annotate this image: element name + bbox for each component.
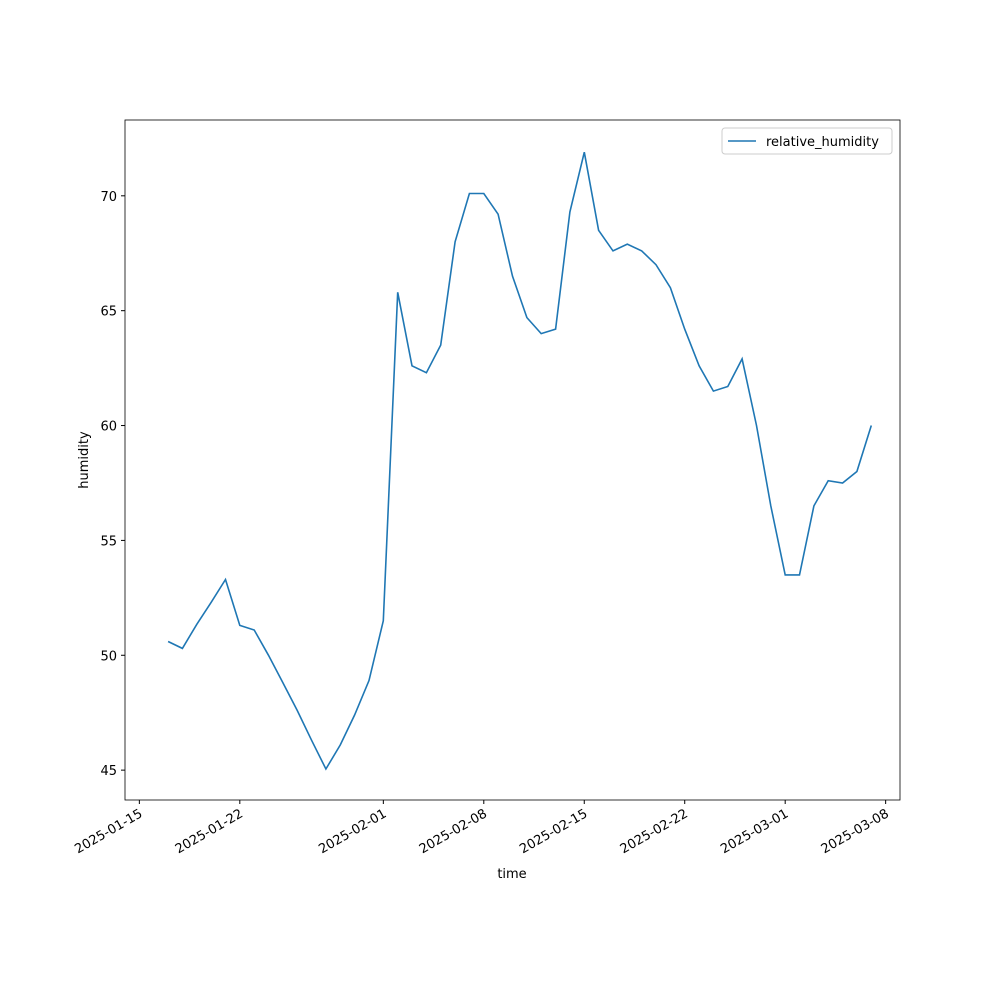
x-tick-label: 2025-02-01 [316,806,389,857]
y-tick-label: 60 [100,420,117,435]
x-tick-label: 2025-03-01 [718,806,791,857]
x-tick-label: 2025-01-22 [173,806,246,857]
y-tick-label: 55 [100,534,117,549]
plot-frame [124,119,901,801]
y-tick-label: 65 [100,305,117,320]
y-tick-label: 50 [100,649,117,664]
x-tick-label: 2025-02-15 [517,806,590,857]
y-axis-label: humidity [77,431,92,489]
x-axis-label: time [497,867,526,882]
legend-box [721,127,893,155]
x-tick-label: 2025-03-08 [819,806,892,857]
line [167,152,873,771]
x-tick-label: 2025-02-22 [618,806,691,857]
x-tick-label: 2025-01-15 [72,806,145,857]
x-tick-label: 2025-02-08 [417,806,490,857]
y-tick-label: 45 [100,764,117,779]
y-tick-label: 70 [100,190,117,205]
legend-label: relative_humidity [766,135,879,150]
